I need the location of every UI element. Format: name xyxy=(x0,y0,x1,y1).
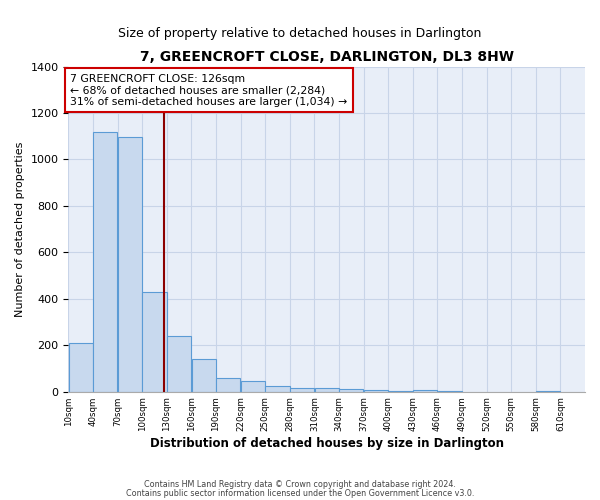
Bar xyxy=(265,386,290,392)
Text: 7 GREENCROFT CLOSE: 126sqm
← 68% of detached houses are smaller (2,284)
31% of s: 7 GREENCROFT CLOSE: 126sqm ← 68% of deta… xyxy=(70,74,347,106)
Title: 7, GREENCROFT CLOSE, DARLINGTON, DL3 8HW: 7, GREENCROFT CLOSE, DARLINGTON, DL3 8HW xyxy=(140,50,514,64)
Bar xyxy=(191,359,216,392)
Bar xyxy=(216,378,241,392)
Bar xyxy=(142,292,167,392)
Bar xyxy=(241,380,265,392)
Bar xyxy=(314,388,339,392)
Bar xyxy=(290,388,314,392)
Bar xyxy=(167,336,191,392)
Bar xyxy=(388,390,413,392)
Bar xyxy=(118,138,142,392)
Text: Contains public sector information licensed under the Open Government Licence v3: Contains public sector information licen… xyxy=(126,489,474,498)
Bar xyxy=(339,390,364,392)
X-axis label: Distribution of detached houses by size in Darlington: Distribution of detached houses by size … xyxy=(150,437,504,450)
Bar xyxy=(68,343,93,392)
Bar xyxy=(93,132,118,392)
Bar xyxy=(364,390,388,392)
Bar xyxy=(413,390,437,392)
Bar xyxy=(536,390,560,392)
Text: Contains HM Land Registry data © Crown copyright and database right 2024.: Contains HM Land Registry data © Crown c… xyxy=(144,480,456,489)
Text: Size of property relative to detached houses in Darlington: Size of property relative to detached ho… xyxy=(118,28,482,40)
Y-axis label: Number of detached properties: Number of detached properties xyxy=(15,142,25,317)
Bar xyxy=(437,390,462,392)
